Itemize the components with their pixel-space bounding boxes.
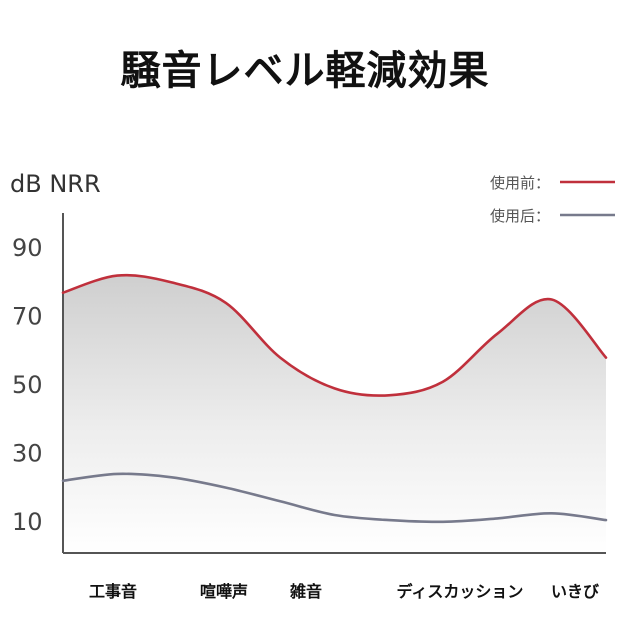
series-line-after [61, 472, 608, 524]
y-tick-label-30: 30 [12, 439, 43, 467]
x-category-label: ディスカッション [397, 582, 524, 601]
x-category-labels: 工事音 喧嘩声 雑音 ディスカッション いきび [89, 582, 600, 601]
y-tick-labels: 90 70 50 30 10 [12, 234, 43, 536]
series-lines [61, 273, 608, 524]
x-category-label: いきび [551, 582, 600, 601]
legend-label-before: 使用前： [490, 174, 550, 192]
series-line-before [61, 273, 608, 397]
y-axis-unit-label: dB NRR [10, 170, 101, 198]
x-category-label: 喧嘩声 [200, 582, 248, 601]
x-category-label: 雑音 [289, 582, 322, 601]
before-area-fill [63, 275, 606, 553]
y-tick-label-90: 90 [12, 234, 43, 262]
y-tick-label-50: 50 [12, 371, 43, 399]
chart-title: 騒音レベル軽減効果 [120, 48, 490, 94]
y-tick-label-10: 10 [12, 508, 43, 536]
legend: 使用前： 使用后： [490, 174, 615, 225]
x-category-label: 工事音 [89, 582, 137, 601]
y-tick-label-70: 70 [12, 303, 43, 331]
legend-label-after: 使用后： [490, 207, 550, 225]
